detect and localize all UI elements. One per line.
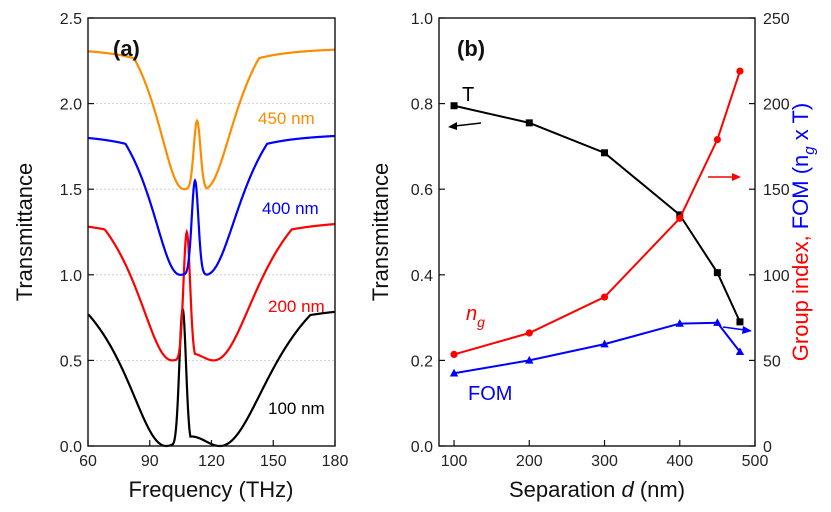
- panel-b-series: [449, 67, 745, 377]
- a-x-tick-label: 180: [322, 453, 349, 470]
- b-point-circle: [676, 214, 684, 222]
- b-left-tick-label: 0.0: [411, 439, 433, 456]
- panel-a-x-axis-label: Frequency (THz): [128, 477, 293, 502]
- panel-b-frame: [438, 17, 756, 447]
- a-y-tick-label: 1.0: [60, 268, 82, 285]
- panel-a-curve-labels: 100 nm 200 nm 400 nm 450 nm: [258, 109, 325, 418]
- panel-a-ticks: 60 90 120 150 180 0.0 0.5 1.0 1.5 2.0 2.5: [60, 11, 349, 470]
- a-series-curve: [87, 222, 336, 362]
- b-left-tick-label: 0.8: [411, 97, 433, 114]
- x-label-unit: (nm): [634, 477, 685, 502]
- b-left-tick-label: 0.2: [411, 353, 433, 370]
- a-y-tick-label: 0.5: [60, 353, 82, 370]
- b-point-triangle: [449, 368, 459, 377]
- arrow-fom-right: [722, 326, 752, 334]
- a-series-curve: [87, 305, 336, 448]
- b-left-tick-label: 1.0: [411, 11, 433, 28]
- b-left-tick-label: 0.4: [411, 268, 433, 285]
- b-series-line: [453, 104, 741, 323]
- a-series-label: 100 nm: [268, 399, 325, 418]
- b-right-tick-label: 150: [763, 182, 790, 199]
- a-y-tick-label: 1.5: [60, 182, 82, 199]
- b-x-tick-label: 200: [516, 453, 543, 470]
- arrow-t-left: [448, 122, 482, 130]
- b-right-tick-label: 100: [763, 268, 790, 285]
- panel-b-label: (b): [457, 36, 485, 61]
- right-label-fom: FOM (n: [788, 155, 813, 230]
- x-label-text: Separation: [509, 477, 622, 502]
- b-point-triangle: [735, 347, 745, 356]
- b-point-square: [601, 149, 609, 157]
- a-series-label: 200 nm: [268, 297, 325, 316]
- b-x-tick-label: 400: [666, 453, 693, 470]
- b-point-circle: [450, 350, 458, 359]
- a-x-tick-label: 120: [198, 453, 225, 470]
- b-x-tick-label: 500: [742, 453, 769, 470]
- b-point-triangle: [675, 319, 684, 327]
- right-label-group: Group index,: [788, 235, 813, 361]
- series-label-ng: ng: [466, 303, 485, 330]
- b-x-tick-label: 100: [441, 453, 468, 470]
- a-y-tick-label: 2.0: [60, 97, 82, 114]
- b-series-line: [453, 70, 741, 356]
- ng-base: n: [466, 303, 477, 325]
- panel-b-right-y-axis-label: Group index, FOM (ng x T): [788, 103, 818, 361]
- a-y-tick-label: 0.0: [60, 439, 82, 456]
- b-point-triangle: [525, 355, 534, 364]
- a-x-tick-label: 90: [141, 453, 159, 470]
- b-right-tick-label: 0: [763, 439, 772, 456]
- b-point-circle: [600, 293, 609, 301]
- a-series-label: 450 nm: [258, 109, 315, 128]
- arrow-ng-right: [708, 173, 741, 181]
- right-label-fom-end: x T): [788, 103, 813, 147]
- b-right-tick-label: 200: [763, 97, 790, 114]
- x-label-italic-d: d: [621, 477, 634, 502]
- b-series-line: [453, 321, 741, 375]
- panel-a: 60 90 120 150 180 0.0 0.5 1.0 1.5 2.0 2.5 100 nm 20…: [12, 11, 348, 502]
- panel-a-label: (a): [113, 36, 140, 61]
- series-label-t: T: [462, 84, 474, 106]
- b-point-triangle: [600, 339, 609, 348]
- panel-b-left-y-axis-label: Transmittance: [368, 163, 393, 302]
- b-point-square: [525, 119, 533, 127]
- panel-a-gridlines: [88, 103, 335, 361]
- b-point-circle: [713, 135, 721, 144]
- a-series-curve: [87, 48, 336, 191]
- a-y-tick-label: 2.5: [60, 11, 82, 28]
- a-x-tick-label: 60: [79, 453, 97, 470]
- b-x-tick-label: 300: [591, 453, 618, 470]
- b-point-square: [450, 102, 458, 110]
- b-point-circle: [525, 329, 533, 337]
- a-series-curve: [87, 134, 336, 276]
- right-label-fom-sub: g: [801, 146, 818, 155]
- b-right-tick-label: 250: [763, 11, 790, 28]
- a-x-tick-label: 150: [260, 453, 287, 470]
- panel-a-frame: [87, 17, 336, 447]
- panel-a-y-axis-label: Transmittance: [12, 163, 37, 302]
- b-point-square: [713, 269, 721, 277]
- series-label-fom: FOM: [468, 383, 512, 405]
- b-point-square: [736, 318, 744, 326]
- b-point-triangle: [713, 318, 722, 326]
- panel-b-ticks: 100 200 300 400 500 0.0 0.2 0.4 0.6 0.8 1.0 0 50 100 1…: [411, 11, 790, 470]
- ng-sub: g: [477, 314, 485, 330]
- b-point-circle: [736, 67, 744, 75]
- panel-b: 100 200 300 400 500 0.0 0.2 0.4 0.6 0.8 1.0 0 50 100 1…: [368, 11, 818, 502]
- panel-b-x-axis-label: Separation d (nm): [509, 477, 685, 502]
- a-series-label: 400 nm: [262, 199, 319, 218]
- b-left-tick-label: 0.6: [411, 182, 433, 199]
- b-right-tick-label: 50: [763, 353, 781, 370]
